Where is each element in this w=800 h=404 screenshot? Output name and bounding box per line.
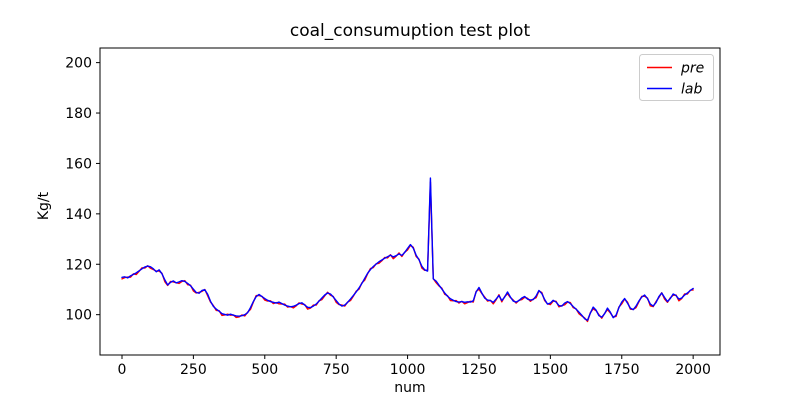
legend-label-pre: pre [680,61,704,77]
y-axis-ticks: 100 120 140 160 180 200 [65,56,100,324]
y-tick-label: 120 [65,257,92,273]
y-tick-label: 180 [65,106,92,122]
legend-label-lab: lab [681,82,702,98]
legend: pre lab [639,54,714,101]
x-tick-label: 500 [251,362,278,378]
x-tick-label: 750 [323,362,350,378]
x-tick-label: 250 [180,362,207,378]
y-axis-label: Kg/t [36,191,52,220]
x-axis-label: num [394,380,425,396]
x-tick-label: 0 [118,362,127,378]
x-tick-label: 2000 [675,362,711,378]
x-tick-label: 1750 [604,362,640,378]
series-line-pre [121,181,694,323]
y-tick-label: 200 [65,56,92,72]
x-axis-ticks: 0 250 500 750 1000 1250 1500 1750 2000 [118,355,711,378]
y-tick-label: 140 [65,207,92,223]
y-tick-label: 100 [65,308,92,324]
y-tick-label: 160 [65,156,92,172]
x-tick-label: 1250 [461,362,497,378]
axes-frame [99,47,721,356]
plot-lines [121,177,694,323]
series-line-lab [121,177,694,321]
chart-title: coal_consumuption test plot [290,21,531,41]
x-tick-label: 1000 [390,362,426,378]
x-tick-label: 1500 [533,362,569,378]
